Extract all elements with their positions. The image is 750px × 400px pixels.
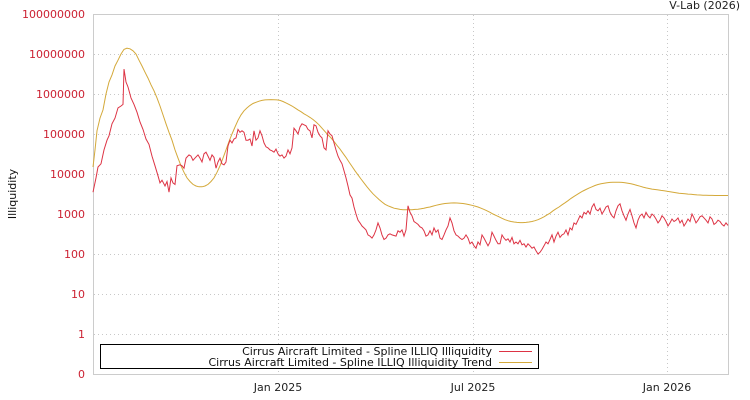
y-tick-label: 1000000 bbox=[36, 88, 85, 101]
horizontal-gridlines bbox=[94, 54, 728, 335]
y-tick-label: 10000 bbox=[50, 168, 85, 181]
x-tick-label: Jan 2025 bbox=[253, 381, 302, 394]
y-axis-ticks: 1000000001000000010000001000001000010001… bbox=[22, 8, 85, 381]
credit-label: V-Lab (2026) bbox=[669, 0, 740, 12]
legend-label-trend: Cirrus Aircraft Limited - Spline ILLIQ I… bbox=[208, 356, 492, 369]
x-tick-label: Jan 2026 bbox=[642, 381, 691, 394]
plot-area bbox=[93, 14, 729, 375]
y-tick-label: 100000000 bbox=[22, 8, 85, 21]
y-tick-label: 0 bbox=[78, 368, 85, 381]
y-tick-label: 10 bbox=[71, 288, 85, 301]
legend: Cirrus Aircraft Limited - Spline ILLIQ I… bbox=[100, 344, 539, 369]
y-tick-label: 100 bbox=[64, 248, 85, 261]
y-tick-label: 1 bbox=[78, 328, 85, 341]
x-axis-ticks: Jan 2025 Jul 2025 Jan 2026 bbox=[253, 381, 691, 394]
y-tick-label: 100000 bbox=[43, 128, 85, 141]
illiquidity-series-line bbox=[92, 69, 729, 255]
y-tick-label: 1000 bbox=[57, 208, 85, 221]
legend-box bbox=[100, 344, 539, 369]
x-tick-label: Jul 2025 bbox=[450, 381, 496, 394]
y-tick-label: 10000000 bbox=[29, 48, 85, 61]
legend-label-illiquidity: Cirrus Aircraft Limited - Spline ILLIQ I… bbox=[242, 345, 492, 358]
y-axis-label: Illiquidity bbox=[6, 168, 19, 219]
